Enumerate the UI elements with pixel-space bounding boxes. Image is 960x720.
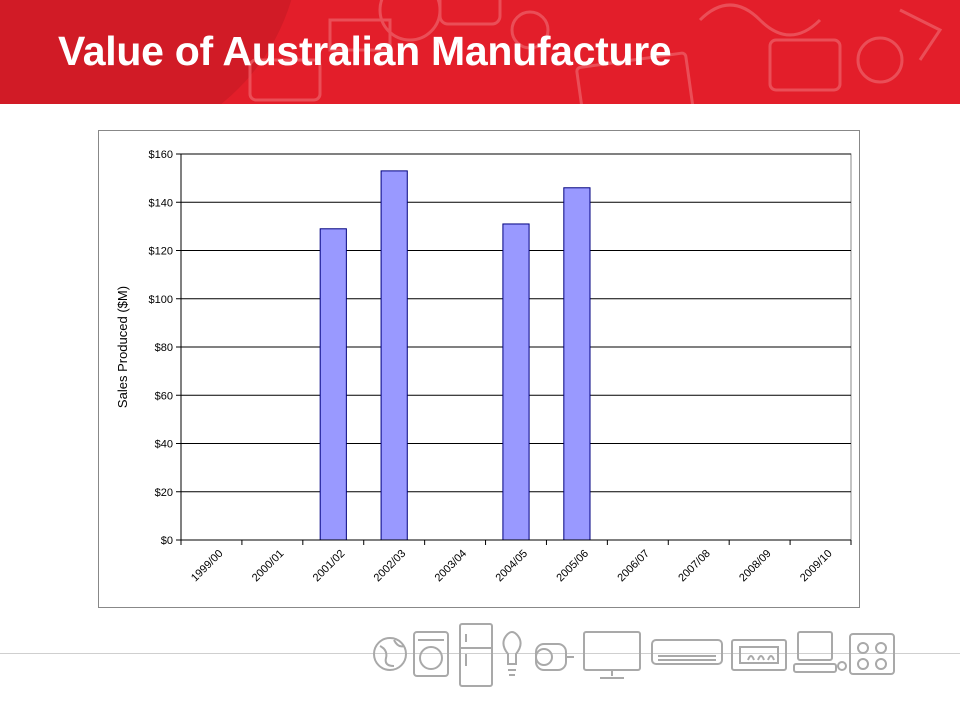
header-banner: Value of Australian Manufacture (0, 0, 960, 104)
bar-chart: $0 $20 $40 $60 $80 $100 $120 $140 $160 1999/00 200… (115, 149, 852, 585)
bars (319, 170, 591, 541)
x-tick-label: 2007/08 (676, 548, 713, 585)
x-tick-label: 2009/10 (798, 548, 835, 585)
x-tick-label: 2005/06 (554, 548, 591, 585)
x-tick-label: 2008/09 (737, 548, 774, 585)
washing-machine-icon (413, 631, 449, 677)
y-axis-label: Sales Produced ($M) (115, 286, 130, 408)
computer-icon (793, 631, 847, 673)
stove-icon (849, 633, 895, 675)
banner-doodles (248, 0, 943, 104)
x-tick-label: 2000/01 (250, 548, 287, 585)
y-tick-label: $80 (155, 342, 173, 354)
y-tick-label: $0 (161, 535, 173, 547)
y-tick-label: $100 (149, 294, 173, 306)
air-conditioner-icon (651, 639, 723, 665)
y-tick-label: $40 (155, 439, 173, 451)
appliance-icons-strip (373, 623, 895, 687)
x-tick-label: 1999/00 (189, 548, 226, 585)
y-tick-label: $60 (155, 390, 173, 402)
tv-icon (583, 631, 641, 679)
fridge-icon (459, 623, 493, 687)
y-tick-label: $20 (155, 487, 173, 499)
bar-2004-05 (502, 223, 530, 541)
globe-icon (373, 637, 407, 671)
bar-2002-03 (380, 170, 408, 541)
x-tick-label: 2003/04 (433, 548, 470, 585)
chart-frame: $0 $20 $40 $60 $80 $100 $120 $140 $160 1999/00 200… (98, 130, 860, 608)
bar-2005-06 (563, 187, 591, 541)
x-tick-label: 2002/03 (372, 548, 409, 585)
light-bulb-icon (502, 631, 522, 676)
motor-icon (535, 643, 574, 671)
page-title: Value of Australian Manufacture (58, 28, 672, 74)
x-tick-label: 2004/05 (494, 548, 531, 585)
x-tick-label: 2006/07 (615, 548, 652, 585)
y-tick-label: $120 (149, 246, 173, 258)
y-tick-label: $160 (149, 149, 173, 161)
axes (176, 153, 852, 545)
footer-divider (0, 653, 960, 654)
x-tick-label: 2001/02 (311, 548, 348, 585)
bar-2001-02 (319, 228, 347, 541)
y-tick-label: $140 (149, 197, 173, 209)
heater-icon (731, 639, 787, 671)
